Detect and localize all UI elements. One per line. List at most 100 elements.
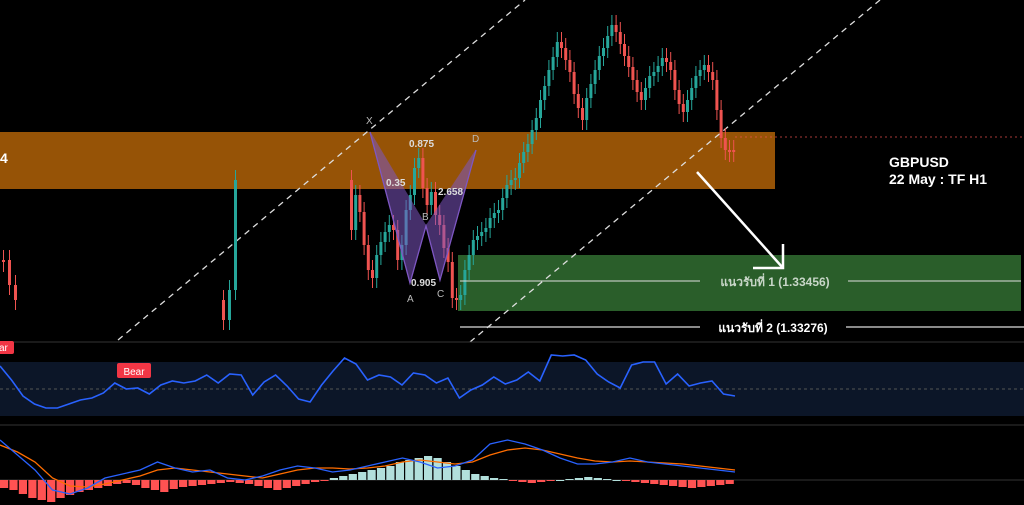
macd-bar — [47, 480, 56, 502]
macd-bar — [66, 480, 75, 495]
bear-tag-bg — [117, 363, 151, 378]
macd-bar — [490, 478, 499, 480]
macd-bar — [273, 480, 282, 490]
candle-body — [450, 262, 454, 298]
macd-bar — [179, 480, 188, 487]
macd-bar — [301, 480, 310, 484]
macd-bar — [593, 478, 602, 480]
macd-bar — [518, 480, 527, 482]
channel-upper-line — [117, 0, 526, 341]
candle-body — [681, 104, 685, 112]
macd-bar — [442, 462, 452, 480]
macd-bar — [367, 470, 376, 480]
macd-bar — [603, 479, 612, 480]
macd-bar — [0, 480, 9, 488]
macd-bar — [612, 480, 621, 481]
rsi-line — [0, 354, 736, 409]
candle-body — [480, 232, 484, 236]
ratio-label: 0.875 — [409, 139, 434, 150]
symbol-label: GBPUSD — [889, 154, 949, 170]
candle-body — [627, 56, 631, 67]
macd-bar — [650, 480, 659, 484]
candle-body — [547, 70, 551, 86]
macd-bar — [687, 480, 697, 488]
candle-body — [371, 270, 374, 278]
macd-bar — [424, 456, 433, 480]
macd-bar — [320, 480, 329, 481]
candle-body — [614, 25, 618, 32]
pattern-point-x: X — [366, 116, 373, 127]
candle-body — [669, 62, 673, 70]
support-1-label: แนวรับที่ 1 (1.33456) — [720, 273, 829, 289]
macd-histogram — [0, 456, 734, 502]
support-2-label: แนวรับที่ 2 (1.33276) — [718, 319, 827, 335]
pattern-point-c: C — [437, 289, 444, 300]
macd-bar — [697, 480, 706, 487]
candle-body — [446, 248, 450, 262]
macd-bar — [329, 478, 338, 480]
macd-bar — [226, 480, 235, 482]
macd-bar — [414, 458, 423, 480]
ratio-label: 0.905 — [411, 278, 436, 289]
candle-body — [488, 218, 492, 228]
candle-body — [455, 298, 458, 300]
macd-bar — [9, 480, 18, 490]
macd-bar — [207, 480, 216, 484]
macd-bar — [245, 480, 254, 484]
macd-bar — [537, 480, 546, 482]
candle-body — [429, 192, 433, 205]
macd-bar — [556, 480, 565, 481]
candle-body — [568, 60, 572, 72]
candle-body — [413, 168, 416, 195]
ratio-label: 0.35 — [386, 178, 406, 189]
macd-bar — [716, 480, 725, 485]
macd-bar — [56, 480, 65, 498]
channel-lower-line — [469, 0, 881, 343]
target-arrow-head — [753, 244, 785, 270]
macd-bar — [565, 479, 574, 480]
macd-bar — [84, 480, 93, 490]
candle-body — [602, 48, 605, 56]
harmonic-path — [369, 131, 477, 286]
macd-bar — [358, 472, 367, 480]
candle-body — [702, 65, 706, 70]
ratio-label: 2.658 — [438, 187, 463, 198]
candle-body — [350, 180, 353, 230]
candle-body — [639, 92, 643, 100]
candle-body — [513, 178, 517, 180]
candle-body — [383, 232, 387, 242]
candle-body — [471, 240, 475, 255]
candle-body — [572, 72, 576, 94]
candle-body — [492, 213, 496, 218]
macd-bar — [188, 480, 197, 486]
candle-body — [228, 290, 231, 320]
candle-body — [518, 163, 521, 178]
macd-bar — [405, 460, 414, 480]
target-arrow-shaft — [696, 171, 784, 269]
candle-body — [534, 118, 538, 130]
candle-body — [387, 225, 391, 232]
pattern-point-b: B — [422, 212, 429, 223]
candle-body — [581, 108, 584, 120]
candle-body — [564, 48, 568, 60]
macd-bar — [640, 480, 649, 483]
candle-body — [526, 144, 530, 152]
candle-body — [530, 130, 534, 144]
candle-body — [421, 158, 425, 188]
candle-body — [635, 80, 639, 92]
macd-bar — [461, 470, 470, 480]
candle-body — [673, 70, 677, 90]
macd-bar — [631, 480, 640, 482]
macd-bar — [386, 466, 395, 480]
macd-bar — [113, 480, 122, 484]
candle-body — [728, 150, 731, 152]
macd-bar — [254, 480, 263, 486]
candle-body — [417, 158, 421, 168]
candle-body — [723, 138, 727, 150]
macd-bar — [131, 480, 141, 485]
candle-body — [560, 42, 563, 48]
macd-bar — [160, 480, 169, 492]
candle-body — [652, 72, 656, 76]
